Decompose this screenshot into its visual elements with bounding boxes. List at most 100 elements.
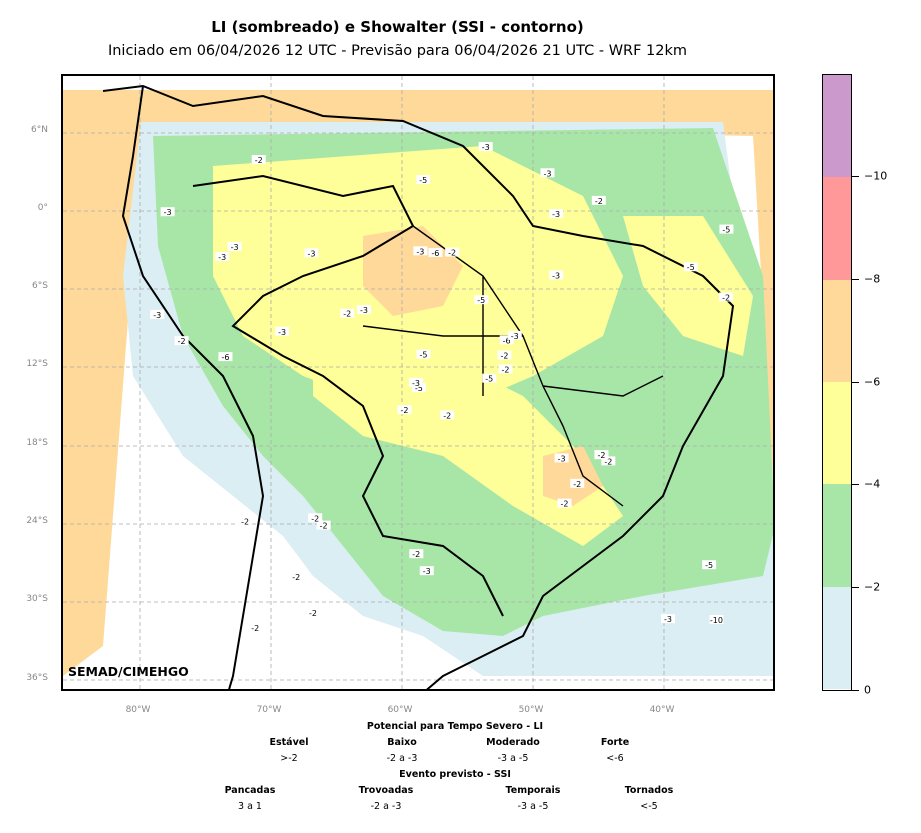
svg-text:-3: -3 <box>218 253 226 262</box>
legend-category-range: -2 a -3 <box>386 753 418 764</box>
svg-text:-5: -5 <box>705 561 713 570</box>
colorbar-tick <box>852 587 859 589</box>
legend-category-name: Tornados <box>624 785 674 796</box>
colorbar-label: 0 <box>864 683 871 697</box>
contour-label: -3 <box>549 208 564 219</box>
state-borders <box>362 225 664 507</box>
contour-label: -3 <box>554 453 569 463</box>
contour-label: -2 <box>498 364 513 375</box>
svg-text:-2: -2 <box>597 451 605 460</box>
svg-text:-3: -3 <box>552 271 560 280</box>
contour-label: -6 <box>499 335 514 345</box>
legend-category-range: >-2 <box>280 753 298 764</box>
credit-label: SEMAD/CIMEHGO <box>68 664 189 679</box>
continent-outline <box>102 84 735 689</box>
contour-label: -2 <box>238 516 253 526</box>
legend-category-name: Moderado <box>486 737 540 748</box>
colorbar-segment <box>823 75 851 178</box>
svg-text:-2: -2 <box>401 406 409 415</box>
legend-category-name: Trovoadas <box>358 785 414 796</box>
svg-text:-2: -2 <box>241 517 249 526</box>
ssi-contour-labels: -2-3-5-6-2-3-2-3-5-2-10-6-5-2-3-2-3-5-2-… <box>150 142 734 633</box>
contour-label: -5 <box>474 295 489 305</box>
colorbar-segment <box>823 382 851 485</box>
svg-text:-2: -2 <box>561 500 569 509</box>
contour-label: -2 <box>409 549 424 559</box>
legend-category-range: -2 a -3 <box>370 801 402 812</box>
contour-label: -5 <box>416 175 431 185</box>
legend-category-name: Estável <box>269 737 309 748</box>
svg-text:-5: -5 <box>419 176 427 185</box>
svg-text:-3: -3 <box>412 379 420 388</box>
svg-text:-3: -3 <box>423 567 431 576</box>
svg-text:-3: -3 <box>153 311 161 320</box>
continent-west-coast <box>121 85 265 689</box>
longitude-label: 60°W <box>387 705 413 715</box>
svg-text:-5: -5 <box>722 226 730 235</box>
longitude-label: 50°W <box>518 705 544 715</box>
contour-label: -2 <box>719 292 734 302</box>
svg-text:-2: -2 <box>722 293 730 302</box>
legend-category-name: Pancadas <box>224 785 276 796</box>
contour-label: -5 <box>416 349 431 360</box>
contour-label: -2 <box>308 513 323 523</box>
legend-category-range: 3 a 1 <box>238 801 262 812</box>
contour-label: -3 <box>304 248 319 258</box>
contour-label: -2 <box>591 195 606 206</box>
longitude-label: 40°W <box>649 705 675 715</box>
svg-text:-3: -3 <box>360 306 368 315</box>
colorbar-label: −10 <box>864 169 888 183</box>
colorbar-label: −8 <box>864 272 881 286</box>
contour-label: -2 <box>174 336 189 346</box>
contour-label: -3 <box>160 207 175 217</box>
contour-label: -5 <box>683 262 698 272</box>
colorbar-label: −2 <box>864 580 881 594</box>
latitude-label: 12°S <box>26 359 48 369</box>
svg-text:-3: -3 <box>307 249 315 258</box>
contour-label: -2 <box>340 308 355 319</box>
contour-label: -2 <box>594 450 609 460</box>
longitude-label: 70°W <box>256 705 282 715</box>
contour-label: -3 <box>408 377 423 388</box>
colorbar <box>822 74 852 691</box>
svg-text:-2: -2 <box>500 352 508 361</box>
colorbar-tick <box>852 175 859 177</box>
svg-text:-2: -2 <box>292 573 300 582</box>
latitude-label: 6°N <box>31 125 48 135</box>
contour-label: -3 <box>507 330 522 341</box>
contour-label: -2 <box>248 622 263 633</box>
chart-title: LI (sombreado) e Showalter (SSI - contor… <box>211 18 584 36</box>
svg-text:-2: -2 <box>443 411 451 420</box>
contour-label: -2 <box>397 405 412 415</box>
contour-label: -2 <box>445 247 460 258</box>
contour-label: -5 <box>719 224 734 235</box>
legend-category-name: Baixo <box>387 737 417 748</box>
contour-label: -6 <box>218 352 233 362</box>
brazil-border <box>192 174 504 617</box>
colorbar-segment <box>823 484 851 587</box>
contour-label: -2 <box>557 498 572 509</box>
svg-text:-2: -2 <box>178 337 186 346</box>
svg-text:-3: -3 <box>164 208 172 217</box>
svg-text:-6: -6 <box>221 353 229 362</box>
map-canvas: -2-3-5-6-2-3-2-3-5-2-10-6-5-2-3-2-3-5-2-… <box>63 76 773 689</box>
latitude-label: 0° <box>37 203 48 213</box>
svg-text:-3: -3 <box>231 243 239 252</box>
country-borders <box>102 84 735 689</box>
contour-label: -5 <box>411 383 426 393</box>
map-panel: -2 -3 -5 -6 -2 -3 -2 -3 -5 -2 -10 -6 -5 -2 -3 -2 -3 -5 -2-… <box>61 74 775 691</box>
latitude-label: 24°S <box>26 516 48 526</box>
colorbar-tick <box>852 278 859 280</box>
contour-label: -2 <box>440 410 455 420</box>
svg-text:-3: -3 <box>543 169 551 178</box>
latitude-label: 6°S <box>32 281 48 291</box>
svg-text:-2: -2 <box>595 197 603 206</box>
colorbar-tick <box>852 484 859 486</box>
contour-label: -10 <box>709 614 724 625</box>
svg-text:-3: -3 <box>511 332 519 341</box>
shade-yellow-east <box>623 216 753 356</box>
contour-label: -3 <box>661 614 676 624</box>
svg-text:-5: -5 <box>485 375 493 384</box>
grid-lines <box>63 76 773 689</box>
contour-label: -3 <box>275 326 290 337</box>
